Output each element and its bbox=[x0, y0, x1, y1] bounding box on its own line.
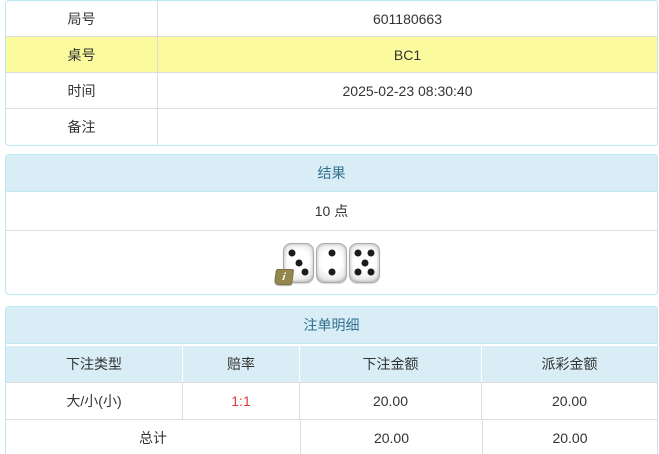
total-payout-amount: 20.00 bbox=[552, 430, 588, 446]
total-label: 总计 bbox=[6, 420, 301, 454]
round-info-table: 局号 601180663 桌号 BC1 时间 2025-02-23 08:30:… bbox=[5, 0, 658, 146]
info-icon[interactable]: i bbox=[273, 268, 295, 285]
table-id-label: 桌号 bbox=[6, 37, 158, 72]
die-pip bbox=[301, 268, 309, 276]
die-pip bbox=[367, 268, 375, 276]
bet-type-value: 大/小(小) bbox=[6, 383, 183, 419]
die-pip bbox=[328, 249, 335, 257]
table-row-table-id: 桌号 BC1 bbox=[6, 37, 657, 73]
remark-value bbox=[158, 109, 657, 145]
round-id-value: 601180663 bbox=[372, 10, 443, 27]
die-pip bbox=[288, 249, 296, 257]
bet-details-panel: 注单明细 下注类型 赔率 下注金额 派彩金额 大/小(小) 1:1 20.00 … bbox=[5, 306, 658, 454]
total-row: 总计 20.00 20.00 bbox=[6, 419, 657, 454]
bet-odds-value: 1:1 bbox=[183, 383, 300, 419]
bet-amount-value: 20.00 bbox=[300, 383, 482, 419]
table-row-remark: 备注 bbox=[6, 109, 657, 145]
bet-details-title: 注单明细 bbox=[6, 307, 657, 344]
die-pip bbox=[328, 268, 335, 276]
bets-header-row: 下注类型 赔率 下注金额 派彩金额 bbox=[6, 344, 657, 382]
total-bet-amount: 20.00 bbox=[301, 420, 483, 454]
round-id-label: 局号 bbox=[6, 1, 158, 36]
result-panel-title: 结果 bbox=[6, 155, 657, 192]
table-id-value: BC1 bbox=[393, 46, 422, 63]
time-label: 时间 bbox=[6, 73, 158, 108]
column-header-odds: 赔率 bbox=[183, 346, 300, 382]
result-panel: 结果 10 点 i bbox=[5, 154, 658, 295]
table-row-time: 时间 2025-02-23 08:30:40 bbox=[6, 73, 657, 109]
die-2 bbox=[316, 242, 347, 283]
dice-row: i bbox=[6, 231, 657, 294]
die-pip bbox=[367, 249, 375, 257]
table-row-round-id: 局号 601180663 bbox=[6, 1, 657, 37]
die-pip bbox=[354, 249, 362, 257]
result-points: 10 点 bbox=[6, 192, 657, 231]
column-header-bet-amount: 下注金额 bbox=[300, 346, 482, 382]
die-pip bbox=[295, 259, 302, 266]
bet-row: 大/小(小) 1:1 20.00 20.00 bbox=[6, 382, 657, 419]
die-1: i bbox=[273, 242, 314, 285]
die-pip bbox=[361, 259, 368, 266]
remark-label: 备注 bbox=[6, 109, 158, 145]
time-value: 2025-02-23 08:30:40 bbox=[342, 82, 473, 99]
bet-payout-value: 20.00 bbox=[551, 393, 588, 409]
die-pip bbox=[354, 268, 362, 276]
column-header-bet-type: 下注类型 bbox=[6, 346, 183, 382]
column-header-payout-amount: 派彩金额 bbox=[482, 346, 657, 382]
die-3 bbox=[349, 242, 380, 283]
